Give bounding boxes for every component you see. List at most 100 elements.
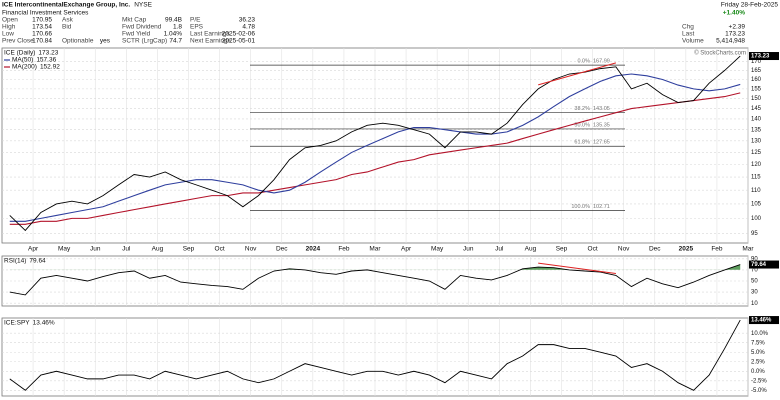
y-tick-label: -2.5% bbox=[751, 378, 767, 384]
y-tick-label: 125 bbox=[751, 150, 762, 156]
fib-value: 167.99 bbox=[593, 59, 610, 65]
field-value: 5,414,948 bbox=[716, 38, 745, 45]
legend-name: MA(50) bbox=[12, 57, 33, 64]
y-tick-label: 120 bbox=[751, 162, 762, 168]
field-label: Low bbox=[2, 31, 14, 38]
legend-value: 79.64 bbox=[29, 258, 46, 265]
series-line bbox=[9, 319, 741, 391]
legend-value: 152.92 bbox=[40, 64, 60, 71]
y-tick-label: 95 bbox=[751, 231, 758, 237]
field-label: P/E bbox=[190, 17, 201, 24]
date: Friday 28-Feb-2025 bbox=[721, 2, 778, 9]
x-tick-label: Aug bbox=[525, 246, 537, 253]
field-value: 4.78 bbox=[242, 24, 255, 31]
y-tick-label: 7.5% bbox=[751, 340, 765, 346]
series-line bbox=[9, 92, 741, 225]
field-label: Bid bbox=[62, 24, 72, 31]
fib-label: 0.0% bbox=[577, 59, 590, 65]
y-tick-label: 10 bbox=[751, 301, 758, 307]
y-tick-label: 0.0% bbox=[751, 369, 765, 375]
field-value: 173.54 bbox=[32, 24, 52, 31]
credit: © StockCharts.com bbox=[694, 50, 746, 57]
last-value-box bbox=[749, 316, 779, 325]
y-tick-label: 145 bbox=[751, 106, 762, 112]
y-tick-label: 160 bbox=[751, 77, 762, 83]
field-label: SCTR (LrgCap) bbox=[122, 38, 167, 45]
x-tick-label: Jul bbox=[122, 246, 131, 253]
x-tick-label: Oct bbox=[215, 246, 225, 253]
y-tick-label: 110 bbox=[751, 188, 761, 194]
last-value: 173.23 bbox=[751, 54, 770, 60]
x-tick-label: May bbox=[58, 246, 71, 253]
field-value: 1.04% bbox=[164, 31, 183, 38]
trendline bbox=[538, 262, 616, 274]
exchange: NYSE bbox=[134, 2, 152, 9]
trendline bbox=[538, 62, 617, 86]
x-tick-label: Jun bbox=[463, 246, 474, 253]
field-value: 173.23 bbox=[725, 31, 745, 38]
y-tick-label: 70 bbox=[751, 267, 758, 273]
field-label: Open bbox=[2, 17, 18, 24]
x-tick-label: Oct bbox=[588, 246, 598, 253]
y-tick-label: 135 bbox=[751, 127, 762, 133]
field-label: Ask bbox=[62, 17, 74, 24]
field-value: 170.66 bbox=[32, 31, 52, 38]
x-tick-label: 2025 bbox=[679, 246, 694, 253]
x-tick-label: Dec bbox=[649, 246, 661, 253]
x-tick-label: Sep bbox=[183, 246, 195, 253]
fib-label: 100.0% bbox=[571, 204, 590, 210]
field-value: yes bbox=[100, 38, 111, 45]
x-tick-label: Apr bbox=[401, 246, 412, 253]
field-value: +2.39 bbox=[729, 24, 746, 31]
y-tick-label: 165 bbox=[751, 68, 762, 74]
y-tick-label: 90 bbox=[751, 256, 758, 262]
x-tick-label: Feb bbox=[338, 246, 350, 253]
legend-name: MA(200) bbox=[12, 64, 37, 71]
field-label: Fwd Dividend bbox=[122, 24, 162, 31]
last-value-box bbox=[749, 260, 779, 269]
legend-value: 157.36 bbox=[36, 57, 56, 64]
x-tick-label: Mar bbox=[369, 246, 381, 253]
last-value-box bbox=[749, 52, 779, 61]
legend-value: 13.46% bbox=[33, 320, 55, 327]
field-label: Optionable bbox=[62, 38, 94, 45]
x-tick-label: Jul bbox=[495, 246, 504, 253]
series-line bbox=[9, 264, 741, 296]
field-value: 170.95 bbox=[32, 17, 52, 24]
fib-value: 143.05 bbox=[593, 106, 610, 112]
fib-value: 127.65 bbox=[593, 140, 610, 146]
field-label: Chg bbox=[682, 24, 694, 31]
field-label: Last bbox=[682, 31, 694, 38]
fib-label: 50.0% bbox=[574, 122, 590, 128]
fib-label: 61.8% bbox=[574, 140, 590, 146]
x-tick-label: Apr bbox=[28, 246, 39, 253]
field-label: Prev Close bbox=[2, 38, 34, 45]
x-tick-label: Feb bbox=[711, 246, 723, 253]
field-label: Next Earnings bbox=[190, 38, 232, 45]
field-label: Fwd Yield bbox=[122, 31, 151, 38]
field-value: 1.8 bbox=[173, 24, 182, 31]
y-tick-label: 150 bbox=[751, 96, 762, 102]
y-tick-label: 140 bbox=[751, 117, 762, 123]
field-label: Mkt Cap bbox=[122, 17, 147, 24]
y-tick-label: 115 bbox=[751, 175, 761, 181]
fib-label: 38.2% bbox=[574, 106, 590, 112]
field-label: High bbox=[2, 24, 16, 31]
field-label: Volume bbox=[682, 38, 704, 45]
series-line bbox=[9, 73, 741, 222]
y-tick-label: 10.0% bbox=[751, 331, 769, 337]
legend-name: ICE (Daily) bbox=[4, 50, 35, 57]
field-value: 170.84 bbox=[32, 38, 52, 45]
industry: Financial Investment Services bbox=[2, 10, 89, 17]
legend-name: RSI(14) bbox=[4, 258, 26, 265]
field-label: Last Earnings bbox=[190, 31, 230, 38]
y-tick-label: 2.5% bbox=[751, 359, 765, 365]
x-tick-label: 2024 bbox=[306, 246, 321, 253]
x-tick-label: Jun bbox=[90, 246, 101, 253]
x-tick-label: Dec bbox=[276, 246, 288, 253]
x-tick-label: Nov bbox=[618, 246, 630, 253]
y-tick-label: 100 bbox=[751, 216, 762, 222]
field-value: 36.23 bbox=[239, 17, 256, 24]
field-value: 74.7 bbox=[169, 38, 182, 45]
last-value: 79.64 bbox=[751, 262, 767, 268]
